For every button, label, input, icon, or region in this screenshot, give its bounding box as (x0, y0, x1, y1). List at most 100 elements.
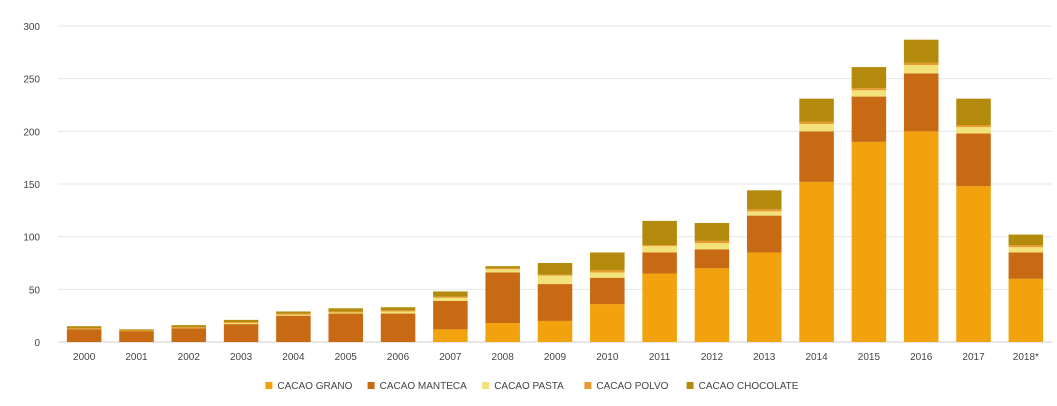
bar-segment (799, 131, 834, 182)
bar-segment (799, 181, 834, 342)
x-tick-label: 2007 (439, 352, 462, 363)
bar-segment (276, 314, 311, 316)
x-tick-label: 2011 (649, 352, 671, 363)
legend-label: CACAO CHOCOLATE (699, 381, 799, 392)
bar-stack (485, 266, 520, 342)
bar-segment (903, 73, 939, 132)
x-tick-label: 2017 (962, 352, 985, 363)
legend-item: CACAO MANTECA (367, 381, 467, 392)
bar-segment (642, 245, 677, 247)
bar-segment (433, 329, 468, 342)
x-tick-label: 2004 (282, 352, 305, 363)
bar-segment (66, 329, 102, 342)
bar-segment (223, 324, 259, 342)
bar-stack (537, 263, 573, 342)
bar-stack (66, 326, 102, 342)
bar-segment (956, 98, 991, 126)
y-tick-label: 250 (23, 75, 40, 86)
bar-segment (746, 190, 782, 210)
bar-segment (746, 211, 782, 216)
legend-swatch (584, 382, 592, 389)
bar-segment (328, 312, 364, 314)
bar-segment (433, 297, 468, 301)
bar-segment (223, 321, 259, 324)
bar-stack (119, 329, 154, 342)
bar-segment (746, 252, 782, 342)
bar-segment (537, 263, 573, 275)
bar-segment (694, 240, 730, 243)
bar-segment (642, 220, 677, 246)
bar-segment (799, 121, 834, 124)
bar-segment (642, 246, 677, 253)
bar-segment (799, 123, 834, 132)
bar-segment (694, 249, 730, 269)
bar-segment (590, 272, 625, 278)
legend-swatch (482, 382, 490, 389)
bar-segment (956, 133, 991, 187)
bar-segment (694, 242, 730, 250)
legend-swatch (265, 382, 273, 389)
bar-stack (903, 39, 939, 342)
legend-label: CACAO POLVO (596, 381, 668, 392)
bar-segment (328, 313, 364, 342)
bar-stack (328, 308, 364, 342)
bar-segment (851, 96, 887, 142)
bar-segment (537, 284, 573, 321)
bar-segment (694, 268, 730, 342)
y-tick-label: 0 (34, 338, 40, 349)
x-tick-label: 2016 (910, 352, 933, 363)
bar-stack (799, 98, 834, 342)
bar-segment (903, 62, 939, 65)
bar-segment (1008, 252, 1044, 279)
bar-segment (328, 308, 364, 312)
bar-segment (485, 266, 520, 269)
bar-segment (380, 307, 416, 311)
bar-segment (694, 222, 730, 241)
bar-stack (746, 190, 782, 342)
bar-segment (903, 131, 939, 342)
x-tick-label: 2012 (701, 352, 724, 363)
legend-swatch (367, 382, 375, 389)
bar-segment (746, 209, 782, 212)
bar-segment (1008, 247, 1044, 253)
bar-stack (590, 252, 625, 342)
bar-segment (956, 125, 991, 128)
gridlines (58, 25, 1052, 343)
bar-segment (642, 273, 677, 342)
bar-segment (537, 275, 573, 285)
bar-segment (223, 319, 259, 322)
bar-segment (380, 310, 416, 312)
bar-segment (590, 304, 625, 342)
bar-segment (119, 330, 154, 332)
bar-segment (171, 325, 207, 328)
x-tick-label: 2010 (596, 352, 619, 363)
bar-segment (956, 186, 991, 342)
bar-segment (328, 311, 364, 313)
bar-segment (746, 215, 782, 253)
bar-segment (590, 270, 625, 273)
bar-segment (590, 277, 625, 305)
y-tick-label: 150 (23, 180, 40, 191)
y-tick-label: 300 (23, 22, 40, 33)
bar-stack (694, 222, 730, 342)
bar-segment (433, 300, 468, 330)
legend-item: CACAO CHOCOLATE (686, 381, 799, 392)
y-axis-ticks: 0 50 100 150 200 250 300 (23, 22, 40, 349)
legend-label: CACAO PASTA (494, 381, 564, 392)
x-tick-label: 2006 (387, 352, 410, 363)
bar-segment (956, 127, 991, 134)
legend-swatch (686, 382, 694, 389)
bar-segment (485, 272, 520, 324)
legend-item: CACAO POLVO (584, 381, 669, 392)
bar-segment (119, 329, 154, 331)
bar-segment (799, 98, 834, 122)
bar-segment (851, 141, 887, 342)
bar-segment (66, 328, 102, 330)
bar-segment (851, 90, 887, 97)
bar-stack (276, 311, 311, 342)
bar-segment (66, 326, 102, 329)
x-tick-label: 2018* (1013, 352, 1039, 363)
bar-segment (119, 331, 154, 342)
